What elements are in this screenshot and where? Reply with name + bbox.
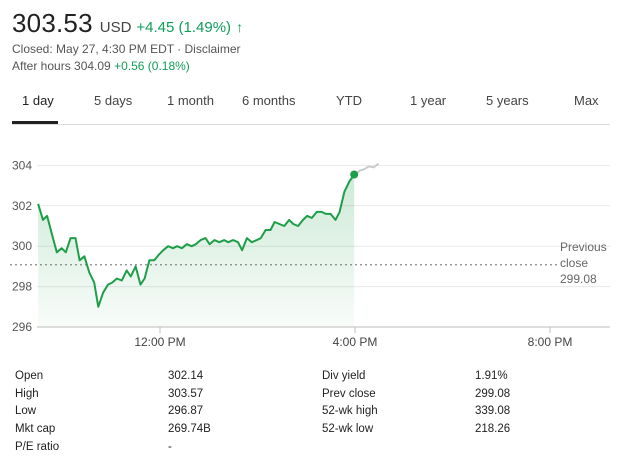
stat-row: P/E ratio - (15, 441, 615, 459)
stat-row: Open 302.14 Div yield 1.91% (15, 370, 615, 388)
close-price-marker[interactable] (350, 170, 359, 179)
stat-row: High 303.57 Prev close 299.08 (15, 388, 615, 406)
stat-value: 302.14 (168, 370, 204, 382)
stat-label: 52-wk low (322, 423, 374, 436)
after-hours-series-line (354, 162, 380, 176)
tab-ytd[interactable]: YTD (336, 93, 362, 108)
stat-label: 52-wk high (322, 405, 378, 418)
tab-6-months[interactable]: 6 months (242, 93, 296, 108)
stat-row: Low 296.87 52-wk high 339.08 (15, 405, 615, 423)
stat-value: 1.91% (475, 370, 508, 382)
tab-max[interactable]: Max (574, 93, 599, 108)
quote-header: 303.53 USD +4.45 (1.49%) ↑ Closed: May 2… (12, 8, 243, 73)
stat-value: 299.08 (475, 387, 511, 400)
tab-1-month[interactable]: 1 month (167, 93, 214, 108)
after-hours-info: After hours 304.09 +0.56 (0.18%) (12, 59, 243, 73)
y-tick-label: 296 (12, 320, 32, 334)
previous-close-label: Previous (560, 240, 607, 254)
price-chart: 296 298 300 302 304 12:00 PM 4:00 PM 8:00 PM Pre… (10, 158, 610, 349)
previous-close-value: 299.08 (560, 272, 597, 286)
tab-1-year[interactable]: 1 year (410, 93, 447, 108)
stat-label: Mkt cap (15, 423, 56, 436)
closed-info: Closed: May 27, 4:30 PM EDT · Disclaimer (12, 42, 241, 56)
stat-value: - (168, 440, 172, 453)
current-price: 303.53 (12, 8, 93, 38)
stats-table: Open 302.14 Div yield 1.91% High 303.57 Prev c… (15, 370, 615, 458)
y-tick-label: 298 (12, 280, 32, 294)
stat-value: 269.74B (168, 423, 211, 436)
price-area-fill (38, 174, 355, 327)
price-series-line (37, 173, 356, 308)
currency-label: USD (99, 19, 132, 36)
arrow-up-icon: ↑ (236, 19, 244, 35)
stat-label: High (15, 387, 39, 400)
stat-label: Prev close (322, 387, 376, 400)
price-row: 303.53 USD +4.45 (1.49%) ↑ (12, 8, 243, 39)
price-change: +4.45 (1.49%) (136, 19, 232, 36)
stat-label: Low (15, 405, 37, 418)
y-tick-label: 304 (12, 158, 32, 172)
stat-value: 296.87 (168, 405, 204, 418)
stat-value: 339.08 (475, 405, 511, 418)
stat-value: 218.26 (475, 423, 511, 436)
after-hours-price: After hours 304.09 (12, 59, 111, 73)
stat-label: Open (15, 370, 44, 382)
x-tick-label: 8:00 PM (528, 335, 573, 349)
tab-1-day[interactable]: 1 day (22, 93, 54, 108)
active-tab-underline (12, 121, 58, 124)
y-tick-label: 300 (12, 239, 32, 253)
stat-row: Mkt cap 269.74B 52-wk low 218.26 (15, 423, 615, 441)
tab-5-years[interactable]: 5 years (486, 93, 529, 108)
x-tick-label: 12:00 PM (134, 335, 185, 349)
tab-5-days[interactable]: 5 days (94, 93, 133, 108)
stat-label: Div yield (322, 370, 366, 382)
x-tick-label: 4:00 PM (333, 335, 378, 349)
stat-label: P/E ratio (15, 440, 60, 453)
previous-close-label: close (560, 256, 588, 270)
stat-value: 303.57 (168, 387, 204, 400)
range-tabs: 1 day 5 days 1 month 6 months YTD 1 year 5 yea… (12, 87, 610, 125)
y-tick-label: 302 (12, 199, 32, 213)
after-hours-change: +0.56 (0.18%) (114, 59, 190, 73)
